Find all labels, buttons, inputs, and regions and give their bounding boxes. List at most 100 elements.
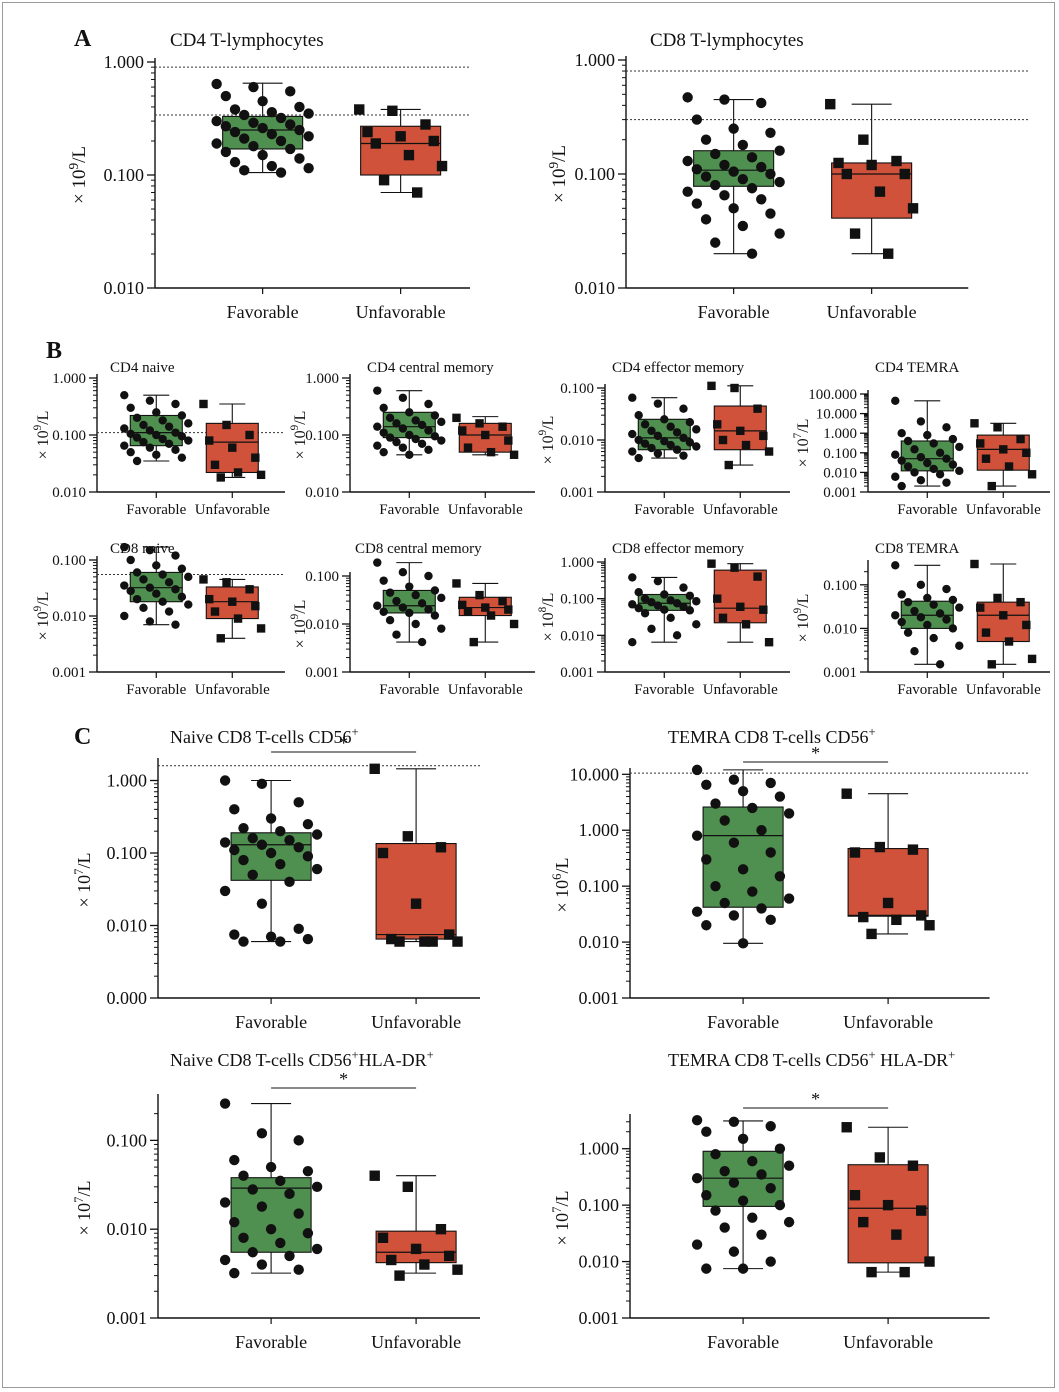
data-point [424,605,433,614]
data-point [923,620,932,630]
data-point [219,837,231,848]
data-point [907,203,919,214]
data-point [171,428,180,437]
data-point [701,779,712,790]
data-point [132,568,142,577]
data-point [257,149,268,161]
data-point [486,611,496,620]
x-tick-label-unfavorable: Unfavorable [703,502,778,518]
y-tick-label: 0.100 [823,446,857,462]
y-tick-label: 1.000 [823,426,857,442]
data-point [682,186,693,197]
data-point [265,931,277,942]
data-point [724,460,733,470]
data-point [746,248,758,259]
y-axis-label: × 109/L [66,146,90,204]
data-point [948,595,958,605]
y-tick-label: 0.001 [560,665,594,681]
x-tick-label-favorable: Favorable [707,1012,779,1032]
data-point [765,1121,776,1132]
data-point [247,869,258,881]
data-point [647,598,656,607]
data-point [765,127,776,138]
x-tick-label-favorable: Favorable [227,302,299,322]
chart-6: CD4 TEMRA × 107/L 0.001 0.010 0.100 1.000 10.0… [792,360,1050,518]
box [847,1164,929,1264]
data-point [841,1122,852,1133]
data-point [935,660,945,669]
chart-title: CD4 central memory [367,360,494,376]
data-point [210,607,220,616]
data-point [759,431,768,441]
data-point [238,822,249,834]
data-point [405,408,414,417]
data-point [398,393,408,402]
data-point [164,422,174,431]
data-point [700,171,712,182]
data-point [942,584,951,594]
data-point [424,445,433,454]
y-tick-label: 0.100 [104,165,145,185]
data-point [728,1246,740,1257]
data-point [177,592,187,602]
data-point [132,413,142,423]
data-point [700,214,712,225]
data-point [710,148,721,160]
data-point [411,590,420,600]
data-point [756,1169,767,1180]
y-tick-label: 0.010 [305,485,339,501]
chart-title: CD8 effector memory [612,541,745,557]
data-point [427,936,438,947]
data-point [177,453,187,462]
data-point [737,1133,749,1144]
data-point [504,436,513,445]
data-point [275,825,286,837]
data-point [177,564,187,573]
data-point [1027,654,1037,664]
data-point [756,1229,767,1240]
data-point [1027,470,1037,479]
data-point [251,601,260,611]
data-point [184,436,193,445]
data-point [923,593,932,603]
series-favorable [211,78,314,178]
data-point [756,903,767,914]
data-point [303,108,314,119]
y-tick-label: 0.010 [823,465,857,481]
data-point [126,586,135,596]
data-point [948,434,958,444]
data-point [424,426,433,435]
data-point [275,135,287,147]
data-point [402,1181,414,1193]
x-tick-label-unfavorable: Unfavorable [195,502,270,518]
data-point [120,581,129,590]
data-point [882,897,894,909]
y-tick-label: 0.010 [560,628,594,644]
y-axis-label: × 106/L [550,858,572,913]
x-tick-label-unfavorable: Unfavorable [448,502,523,518]
data-point [285,86,296,97]
data-point [239,165,250,176]
data-point [145,545,155,555]
data-point [504,605,513,614]
data-point [679,404,688,413]
data-point [435,1223,447,1235]
data-point [481,603,490,612]
data-point [158,570,167,579]
data-point [285,119,296,130]
data-point [412,187,423,198]
data-point [220,90,232,102]
data-point [228,443,237,452]
data-point [458,600,467,610]
y-tick-label: 0.001 [305,665,339,681]
panel-label-a: A [74,26,92,52]
series-unfavorable [707,381,774,470]
data-point [765,914,776,926]
data-point [238,854,249,866]
data-point [628,393,637,402]
data-point [1022,620,1031,630]
y-tick-label: 0.100 [560,381,594,397]
data-point [120,424,129,433]
data-point [410,1243,422,1255]
data-point [152,408,161,417]
